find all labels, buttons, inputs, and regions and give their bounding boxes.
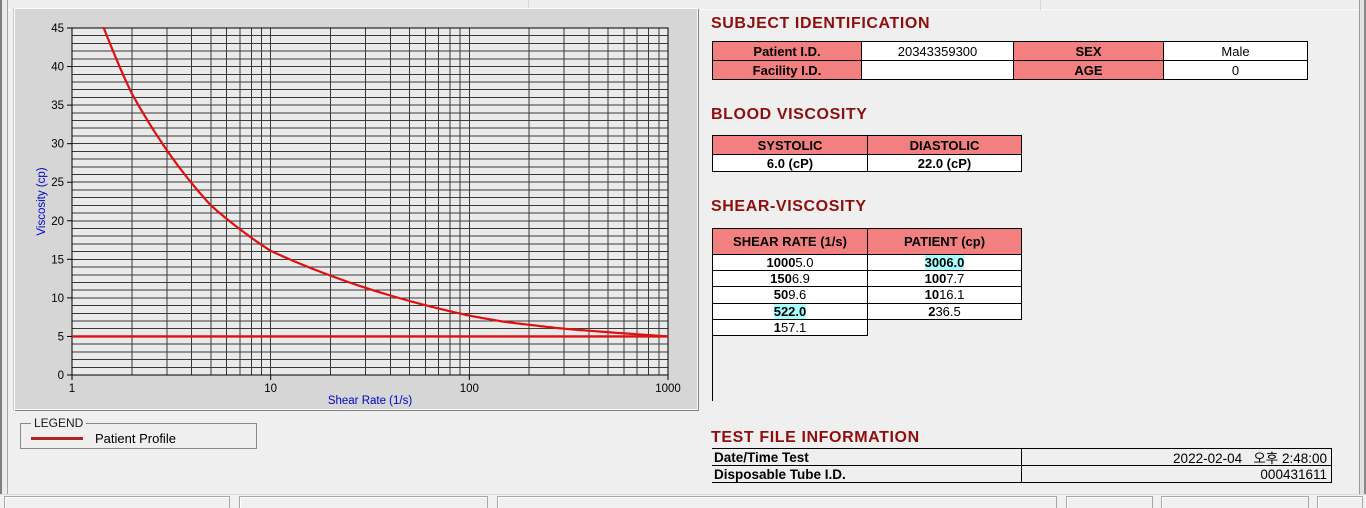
systolic-value: 6.0 (cP)	[713, 155, 868, 172]
date-time-test-label: Date/Time Test	[712, 449, 1022, 466]
svg-text:30: 30	[51, 139, 64, 151]
status-segment	[497, 496, 1057, 508]
diastolic-value: 22.0 (cP)	[868, 155, 1022, 172]
shear-row[interactable]: 100 7.7	[868, 271, 1022, 288]
patient-id-value: 20343359300	[862, 42, 1014, 61]
x-axis-label: Shear Rate (1/s)	[328, 395, 413, 407]
shear-row[interactable]: 10 16.1	[868, 287, 1022, 304]
disposable-tube-id-label: Disposable Tube I.D.	[712, 466, 1022, 483]
svg-text:0: 0	[58, 370, 64, 382]
shear-row[interactable]: 150 6.9	[713, 271, 868, 288]
svg-text:45: 45	[51, 23, 64, 35]
left-splitter[interactable]	[0, 0, 8, 508]
shear-rate-header: SHEAR RATE (1/s)	[713, 229, 868, 255]
svg-text:35: 35	[51, 100, 64, 112]
legend-title: LEGEND	[34, 416, 84, 430]
svg-text:100: 100	[460, 383, 479, 395]
svg-text:15: 15	[51, 254, 64, 266]
y-axis-label: Viscosity (cp)	[36, 167, 48, 235]
svg-text:40: 40	[51, 62, 64, 74]
subject-identification-title: SUBJECT IDENTIFICATION	[711, 15, 931, 32]
subject-identification-table: Patient I.D. 20343359300 SEX Male Facili…	[712, 41, 1308, 80]
sex-value: Male	[1164, 42, 1308, 61]
facility-id-value	[862, 61, 1014, 80]
sex-label: SEX	[1014, 42, 1164, 61]
toolbar-divider	[1040, 0, 1041, 10]
svg-text:1000: 1000	[655, 383, 681, 395]
status-segment	[1161, 496, 1309, 508]
chart-legend: LEGEND Patient Profile	[20, 416, 257, 449]
shear-row[interactable]: 2 36.5	[868, 303, 1022, 320]
svg-text:10: 10	[51, 293, 64, 305]
shear-viscosity-table: SHEAR RATE (1/s) PATIENT (cp) 1000 5.0 3…	[712, 228, 1022, 401]
shear-row[interactable]: 1 57.1	[713, 319, 868, 336]
svg-text:25: 25	[51, 177, 64, 189]
shear-row[interactable]: 50 9.6	[713, 287, 868, 304]
legend-entry-label: Patient Profile	[95, 430, 176, 446]
test-file-information-table: Date/Time Test 2022-02-04 오후 2:48:00 Dis…	[712, 448, 1332, 483]
blood-viscosity-title: BLOOD VISCOSITY	[711, 106, 868, 123]
viscosity-chart-panel: 0 5 10 15 20 25 30 35 40 45 1 10 100 1000 Viscosity (c…	[14, 8, 698, 410]
shear-row[interactable]: 1000 5.0	[713, 255, 868, 272]
svg-text:1: 1	[69, 383, 75, 395]
status-segment	[1317, 496, 1363, 508]
blood-viscosity-table: SYSTOLIC DIASTOLIC 6.0 (cP) 22.0 (cP)	[712, 135, 1022, 172]
status-segment	[4, 496, 230, 508]
toolbar-divider	[528, 0, 529, 10]
svg-text:20: 20	[51, 216, 64, 228]
shear-viscosity-title: SHEAR-VISCOSITY	[711, 198, 867, 215]
legend-line-sample	[31, 436, 83, 440]
svg-text:5: 5	[58, 331, 64, 343]
age-label: AGE	[1014, 61, 1164, 80]
systolic-header: SYSTOLIC	[713, 136, 868, 155]
plot-area	[72, 28, 668, 375]
facility-id-label: Facility I.D.	[713, 61, 862, 80]
status-segment	[1066, 496, 1153, 508]
shear-viscosity-chart: 0 5 10 15 20 25 30 35 40 45 1 10 100 1000 Viscosity (c…	[36, 23, 681, 407]
disposable-tube-id-value: 000431611	[1022, 466, 1332, 483]
diastolic-header: DIASTOLIC	[868, 136, 1022, 155]
shear-row[interactable]: 5 22.0	[713, 303, 868, 320]
test-file-information-title: TEST FILE INFORMATION	[711, 429, 920, 446]
status-bar	[0, 494, 1366, 508]
status-segment	[239, 496, 488, 508]
right-window-border	[1359, 0, 1366, 508]
svg-text:10: 10	[264, 383, 277, 395]
age-value: 0	[1164, 61, 1308, 80]
shear-row[interactable]: 300 6.0	[868, 255, 1022, 272]
axis-ticks: 0 5 10 15 20 25 30 35 40 45 1 10 100 1000	[51, 23, 681, 395]
date-time-test-value: 2022-02-04 오후 2:48:00	[1022, 449, 1332, 466]
patient-profile-curve	[102, 27, 669, 338]
patient-id-label: Patient I.D.	[713, 42, 862, 61]
patient-cp-header: PATIENT (cp)	[868, 229, 1022, 255]
plot-border	[71, 27, 669, 376]
